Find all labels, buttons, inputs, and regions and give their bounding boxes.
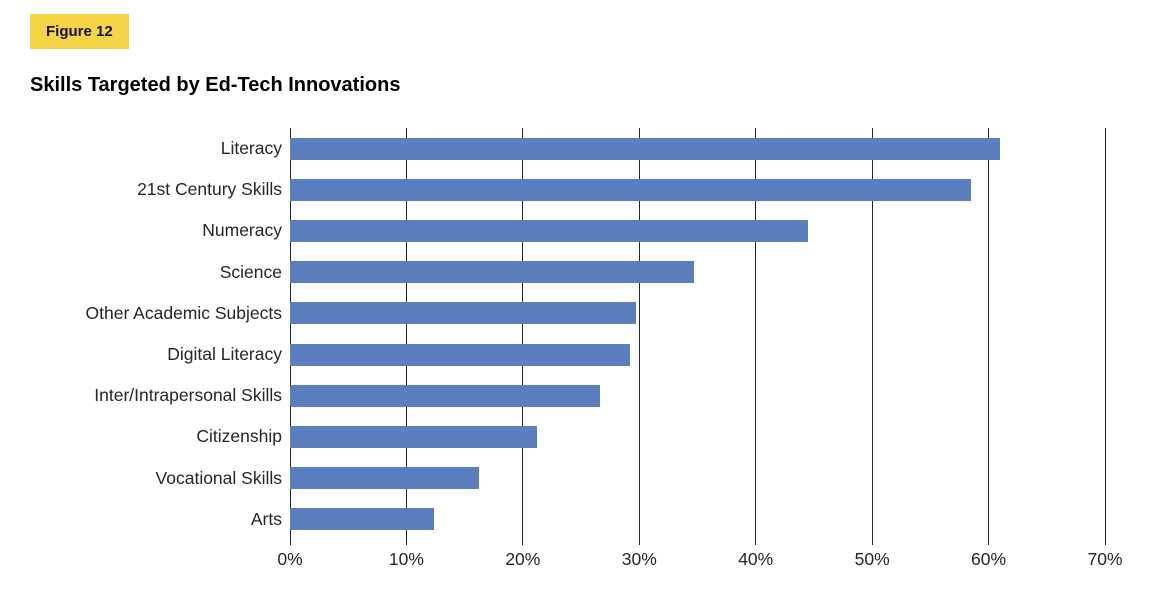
gridline: [871, 128, 873, 545]
category-label: Inter/Intrapersonal Skills: [94, 385, 282, 406]
bar: [290, 219, 809, 242]
x-tick-label: 20%: [505, 549, 541, 569]
category-label: Vocational Skills: [155, 467, 282, 488]
bar: [290, 343, 630, 366]
x-tick-label: 10%: [388, 549, 424, 569]
gridline: [638, 128, 640, 545]
bar-track: [290, 178, 1105, 201]
bar-row: 21st Century Skills: [0, 169, 1153, 210]
category-label: Other Academic Subjects: [85, 302, 282, 323]
bar-row: Inter/Intrapersonal Skills: [0, 375, 1153, 416]
bar: [290, 508, 435, 531]
gridline: [289, 128, 291, 545]
bar-track: [290, 467, 1105, 490]
bar-track: [290, 219, 1105, 242]
x-tick-label: 30%: [621, 549, 657, 569]
bar-row: Citizenship: [0, 416, 1153, 457]
gridline: [1104, 128, 1106, 545]
bar: [290, 302, 636, 325]
x-tick-label: 60%: [971, 549, 1007, 569]
bar-row: Digital Literacy: [0, 334, 1153, 375]
category-label: Science: [219, 261, 282, 282]
bar-row: Arts: [0, 499, 1153, 540]
category-label: Citizenship: [196, 426, 282, 447]
gridline: [405, 128, 407, 545]
bar-track: [290, 384, 1105, 407]
category-label: Arts: [250, 508, 282, 529]
gridline: [522, 128, 524, 545]
gridline: [755, 128, 757, 545]
bar-track: [290, 137, 1105, 160]
category-label: Digital Literacy: [167, 344, 282, 365]
x-tick-label: 70%: [1087, 549, 1123, 569]
bar: [290, 467, 479, 490]
x-axis: 0% 10% 20% 30% 40% 50% 60% 70%: [277, 549, 1122, 575]
bar-rows: Literacy 21st Century Skills Numeracy Scien…: [0, 128, 1153, 540]
gridline-layer: [289, 128, 1106, 545]
gridline: [988, 128, 990, 545]
horizontal-bar-chart: Literacy 21st Century Skills Numeracy Scien…: [0, 128, 1153, 578]
bar-track: [290, 261, 1105, 284]
bar-row: Numeracy: [0, 210, 1153, 251]
bar-row: Science: [0, 252, 1153, 293]
bar-track: [290, 302, 1105, 325]
category-label: 21st Century Skills: [137, 179, 282, 200]
bar: [290, 425, 537, 448]
chart-title: Skills Targeted by Ed-Tech Innovations: [30, 74, 401, 96]
bar-track: [290, 508, 1105, 531]
bar-track: [290, 343, 1105, 366]
bar-row: Vocational Skills: [0, 458, 1153, 499]
x-tick-label: 50%: [854, 549, 890, 569]
bar-track: [290, 425, 1105, 448]
bar: [290, 261, 694, 284]
x-tick-label: 0%: [277, 549, 303, 569]
bar: [290, 384, 600, 407]
bar-row: Other Academic Subjects: [0, 293, 1153, 334]
bar: [290, 137, 1001, 160]
x-tick-label: 40%: [738, 549, 774, 569]
bar-row: Literacy: [0, 128, 1153, 169]
category-label: Literacy: [220, 138, 282, 159]
category-label: Numeracy: [202, 220, 282, 241]
figure-number-badge: Figure 12: [30, 14, 129, 49]
bar: [290, 178, 972, 201]
